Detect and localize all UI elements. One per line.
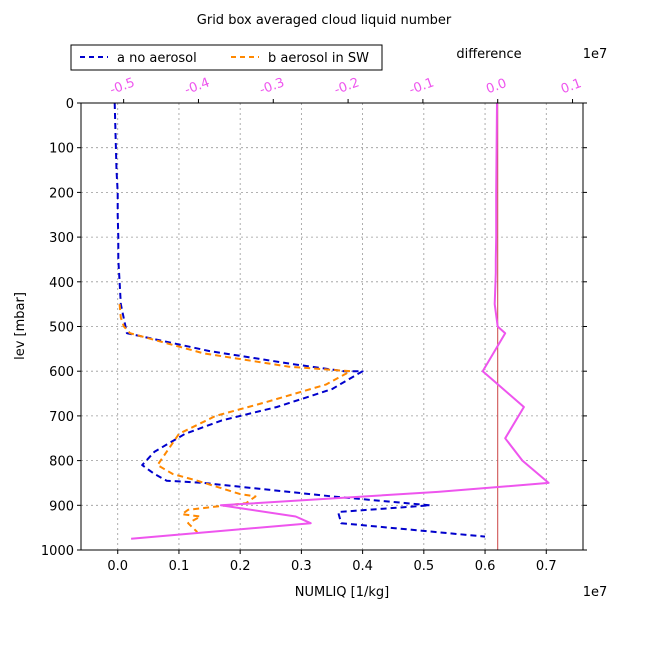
x-tick-label: 0.4 [352, 559, 373, 574]
x-tick-label: 0.7 [536, 559, 557, 574]
series-line-no-aerosol [113, 102, 486, 538]
top-tick-label: -0.2 [332, 75, 361, 98]
y-tick-label: 100 [49, 142, 74, 157]
y-tick-label: 200 [49, 186, 74, 201]
x-tick-label: 0.3 [291, 559, 312, 574]
y-axis-label: lev [mbar] [13, 292, 28, 360]
top-axis-offset-label: 1e7 [583, 47, 608, 62]
y-tick-label: 0 [66, 97, 74, 112]
y-tick-label: 500 [49, 321, 74, 336]
chart-title: Grid box averaged cloud liquid number [197, 13, 452, 28]
series-line-aerosol-sw [118, 304, 352, 533]
x-tick-label: 0.0 [107, 559, 128, 574]
y-tick-label: 800 [49, 455, 74, 470]
x-tick-label: 0.1 [169, 559, 190, 574]
top-tick-label: -0.3 [258, 75, 287, 98]
legend-label-a: a no aerosol [117, 51, 197, 66]
x-tick-label: 0.6 [475, 559, 496, 574]
y-tick-label: 400 [49, 276, 74, 291]
x-tick-label: 0.2 [230, 559, 251, 574]
top-tick-label: -0.5 [108, 75, 137, 98]
grid [81, 102, 583, 551]
y-tick-label: 600 [49, 365, 74, 380]
series-layer [113, 102, 550, 540]
legend-label-b: b aerosol in SW [268, 51, 369, 66]
x-tick-label: 0.5 [413, 559, 434, 574]
y-tick-label: 900 [49, 499, 74, 514]
x-axis-label: NUMLIQ [1/kg] [295, 585, 389, 600]
top-axis-label: difference [456, 47, 521, 62]
top-tick-label: -0.4 [183, 75, 212, 98]
legend-box [70, 44, 383, 71]
legend: a no aerosol b aerosol in SW [70, 44, 383, 71]
y-tick-label: 700 [49, 410, 74, 425]
y-tick-label: 300 [49, 231, 74, 246]
top-tick-label: 0.0 [484, 76, 509, 97]
bottom-axis-offset-label: 1e7 [583, 585, 608, 600]
y-tick-label: 1000 [41, 544, 74, 559]
top-tick-label: 0.1 [559, 76, 584, 97]
difference-series-line [131, 102, 550, 540]
top-tick-label: -0.1 [407, 75, 436, 98]
